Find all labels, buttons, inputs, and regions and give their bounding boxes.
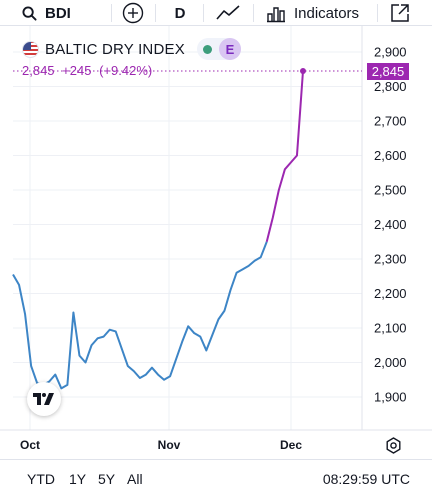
- toolbar-divider: [203, 4, 204, 22]
- range-ytd-button[interactable]: YTD: [27, 471, 55, 487]
- interval-button[interactable]: D: [174, 4, 186, 22]
- symbol-legend[interactable]: BALTIC DRY INDEX E: [22, 38, 241, 60]
- price-axis: 1,900 2,000 2,100 2,200 2,300 2,400 2,500 2,600…: [374, 45, 407, 405]
- share-icon: [391, 4, 409, 22]
- indicators-label: Indicators: [294, 4, 360, 22]
- last-price-tag: 2,845: [367, 63, 409, 80]
- time-axis: Oct Nov Dec: [20, 438, 302, 452]
- y-tick-label: 1,900: [374, 390, 407, 405]
- last-price-point: [300, 67, 306, 74]
- y-tick-label: 2,700: [374, 114, 407, 129]
- y-tick-label: 2,800: [374, 79, 407, 94]
- range-all-button[interactable]: All: [127, 471, 143, 487]
- toolbar-divider: [377, 4, 378, 22]
- tradingview-logo-icon: [33, 393, 54, 405]
- chart-grid: [0, 26, 432, 431]
- bottom-toolbar: YTD 1Y 5Y All 08:29:59 UTC: [0, 459, 432, 500]
- toolbar-divider: [253, 4, 254, 22]
- y-tick-label: 2,900: [374, 45, 407, 60]
- y-tick-label: 2,300: [374, 252, 407, 267]
- x-tick-label: Oct: [20, 438, 40, 452]
- indicators-icon: [267, 7, 285, 23]
- price-change-percent: (+9.42%): [99, 63, 153, 78]
- y-tick-label: 2,000: [374, 355, 407, 370]
- line-chart-type-icon: [216, 5, 240, 20]
- y-tick-label: 2,200: [374, 286, 407, 301]
- compare-symbol-button[interactable]: [121, 0, 145, 26]
- price-change: +245: [62, 63, 92, 78]
- price-series: [12, 67, 306, 390]
- y-tick-label: 2,100: [374, 321, 407, 336]
- range-5y-button[interactable]: 5Y: [98, 471, 116, 487]
- price-line-recent: [265, 70, 304, 242]
- indicators-button[interactable]: Indicators: [266, 0, 359, 26]
- y-tick-label: 2,600: [374, 148, 407, 163]
- y-tick-label: 2,500: [374, 183, 407, 198]
- exchange-badge: E: [218, 38, 241, 60]
- x-tick-label: Nov: [158, 438, 181, 452]
- status-pill[interactable]: E: [196, 38, 241, 60]
- toolbar-divider: [155, 4, 156, 22]
- chart-toolbar: BDI D Indicators: [0, 0, 432, 26]
- price-line-history: [12, 241, 268, 390]
- x-tick-label: Dec: [280, 438, 302, 452]
- market-status-icon: [197, 38, 219, 60]
- utc-clock[interactable]: 08:29:59 UTC: [322, 471, 410, 487]
- range-1y-button[interactable]: 1Y: [69, 471, 87, 487]
- chart-type-button[interactable]: [214, 0, 242, 26]
- symbol-name: BALTIC DRY INDEX: [45, 40, 185, 58]
- symbol-label: BDI: [45, 4, 71, 22]
- y-tick-label: 2,400: [374, 217, 407, 232]
- symbol-search-button[interactable]: BDI: [22, 2, 71, 24]
- share-button[interactable]: [389, 0, 411, 26]
- last-price: 2,845: [22, 63, 55, 78]
- toolbar-divider: [111, 4, 112, 22]
- chart-settings-button[interactable]: [385, 437, 402, 459]
- price-readout: 2,845 +245 (+9.42%): [22, 63, 156, 78]
- search-icon: [22, 5, 37, 21]
- add-circle-icon: [122, 2, 144, 24]
- gear-icon: [386, 437, 401, 454]
- tradingview-logo[interactable]: [27, 382, 61, 416]
- us-flag-icon: [22, 40, 39, 58]
